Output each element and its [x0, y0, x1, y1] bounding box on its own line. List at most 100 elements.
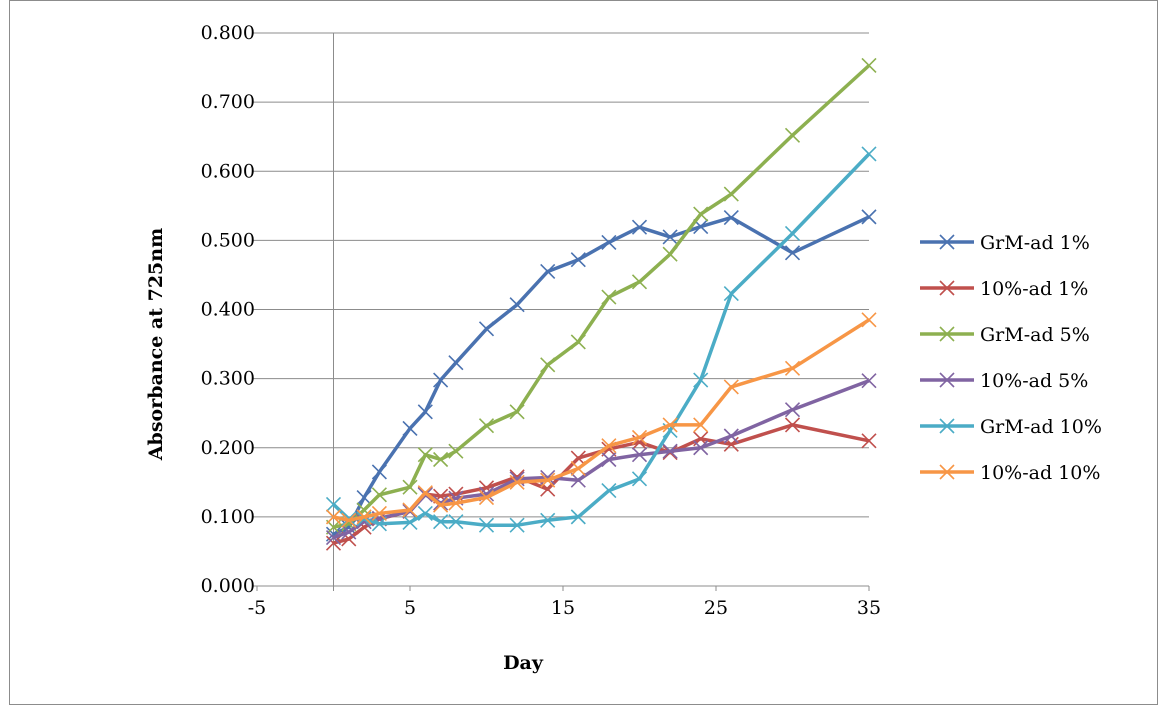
data-point — [509, 297, 525, 313]
legend-entry: 10%-ad 5% — [920, 370, 1088, 392]
gridlines — [257, 32, 869, 518]
y-tick-label: 0.300 — [201, 368, 255, 390]
data-point — [540, 263, 556, 280]
series-5 — [325, 312, 877, 528]
data-point — [433, 372, 449, 388]
data-point — [341, 524, 357, 540]
data-point — [371, 464, 387, 480]
legend: GrM-ad 1% 10%-ad 1% GrM-ad 5% 10%-ad 5% GrM-… — [920, 232, 1102, 484]
data-point — [356, 489, 372, 506]
x-tick-label: 25 — [704, 597, 728, 619]
series-1 — [325, 417, 877, 551]
legend-label: GrM-ad 10% — [980, 416, 1102, 438]
data-point — [631, 447, 648, 463]
y-tick-label: 0.200 — [201, 437, 255, 459]
data-point — [417, 447, 433, 463]
data-point — [402, 420, 418, 436]
data-point — [540, 472, 556, 488]
data-point — [601, 483, 617, 499]
x-tick-label: 5 — [404, 597, 416, 619]
data-point — [784, 225, 801, 242]
legend-marker — [939, 326, 955, 342]
x-tick-label: 15 — [551, 597, 575, 619]
data-point — [509, 474, 525, 490]
axes: 0.000 0.100 0.200 0.300 0.400 0.500 0.600 0.700… — [201, 22, 882, 619]
data-point — [448, 514, 464, 530]
data-point — [601, 289, 617, 305]
data-point — [601, 234, 617, 251]
data-point — [601, 438, 617, 454]
data-point — [448, 355, 464, 371]
data-point — [433, 514, 449, 530]
data-point — [509, 517, 525, 533]
data-point — [693, 417, 709, 433]
data-point — [570, 472, 586, 488]
data-point — [325, 530, 342, 546]
y-tick-label: 0.600 — [201, 160, 255, 182]
data-point — [402, 514, 418, 530]
legend-label: 10%-ad 5% — [980, 370, 1088, 392]
data-point — [784, 245, 801, 261]
y-tick-label: 0.800 — [201, 22, 255, 44]
data-point — [417, 505, 433, 521]
data-point — [861, 57, 877, 74]
series-3 — [325, 373, 877, 546]
data-point — [570, 509, 586, 525]
data-point — [784, 417, 801, 433]
data-point — [509, 404, 525, 420]
data-point — [693, 440, 709, 456]
legend-marker — [939, 280, 955, 296]
data-point — [662, 229, 678, 245]
legend-marker — [939, 418, 955, 434]
data-point — [433, 497, 449, 513]
data-point — [861, 373, 877, 389]
data-point — [723, 186, 739, 202]
data-point — [356, 509, 372, 525]
data-point — [631, 219, 648, 235]
data-point — [723, 379, 739, 395]
legend-entry: 10%-ad 10% — [920, 462, 1100, 484]
data-point — [325, 509, 342, 525]
legend-entry: 10%-ad 1% — [920, 278, 1088, 300]
legend-marker — [939, 372, 955, 388]
data-point — [631, 429, 648, 445]
data-point — [478, 489, 495, 506]
y-tick-label: 0.000 — [201, 575, 255, 597]
legend-label: 10%-ad 10% — [980, 462, 1100, 484]
data-point — [784, 402, 801, 418]
data-point — [861, 209, 877, 225]
data-point — [723, 209, 739, 226]
data-point — [662, 246, 678, 262]
series-line — [332, 215, 870, 536]
chart-area: 0.000 0.100 0.200 0.300 0.400 0.500 0.600 0.700… — [9, 0, 1158, 705]
data-point — [325, 535, 342, 551]
series-2 — [325, 57, 877, 535]
data-point — [601, 451, 617, 468]
data-point — [861, 433, 877, 449]
data-point — [417, 404, 433, 420]
legend-entry: GrM-ad 10% — [920, 416, 1102, 438]
series-line — [332, 152, 871, 527]
y-tick-label: 0.400 — [201, 299, 255, 321]
data-point — [570, 334, 586, 350]
data-point — [693, 372, 709, 388]
y-tick-label: 0.700 — [201, 91, 255, 113]
legend-label: 10%-ad 1% — [980, 278, 1088, 300]
data-point — [631, 471, 648, 487]
data-point — [371, 487, 387, 503]
data-point — [325, 496, 342, 512]
x-tick-label: -5 — [248, 597, 267, 619]
data-point — [478, 418, 495, 434]
data-point — [402, 502, 418, 518]
data-point — [341, 512, 357, 528]
series-group — [325, 57, 877, 551]
x-tick-label: 35 — [857, 597, 881, 619]
data-point — [723, 286, 739, 302]
legend-entry: GrM-ad 5% — [920, 324, 1090, 346]
legend-label: GrM-ad 5% — [980, 324, 1090, 346]
data-point — [784, 360, 801, 376]
x-axis-title: Day — [503, 652, 544, 674]
y-tick-label: 0.500 — [201, 229, 255, 251]
legend-label: GrM-ad 1% — [980, 232, 1090, 254]
series-4 — [325, 146, 877, 533]
